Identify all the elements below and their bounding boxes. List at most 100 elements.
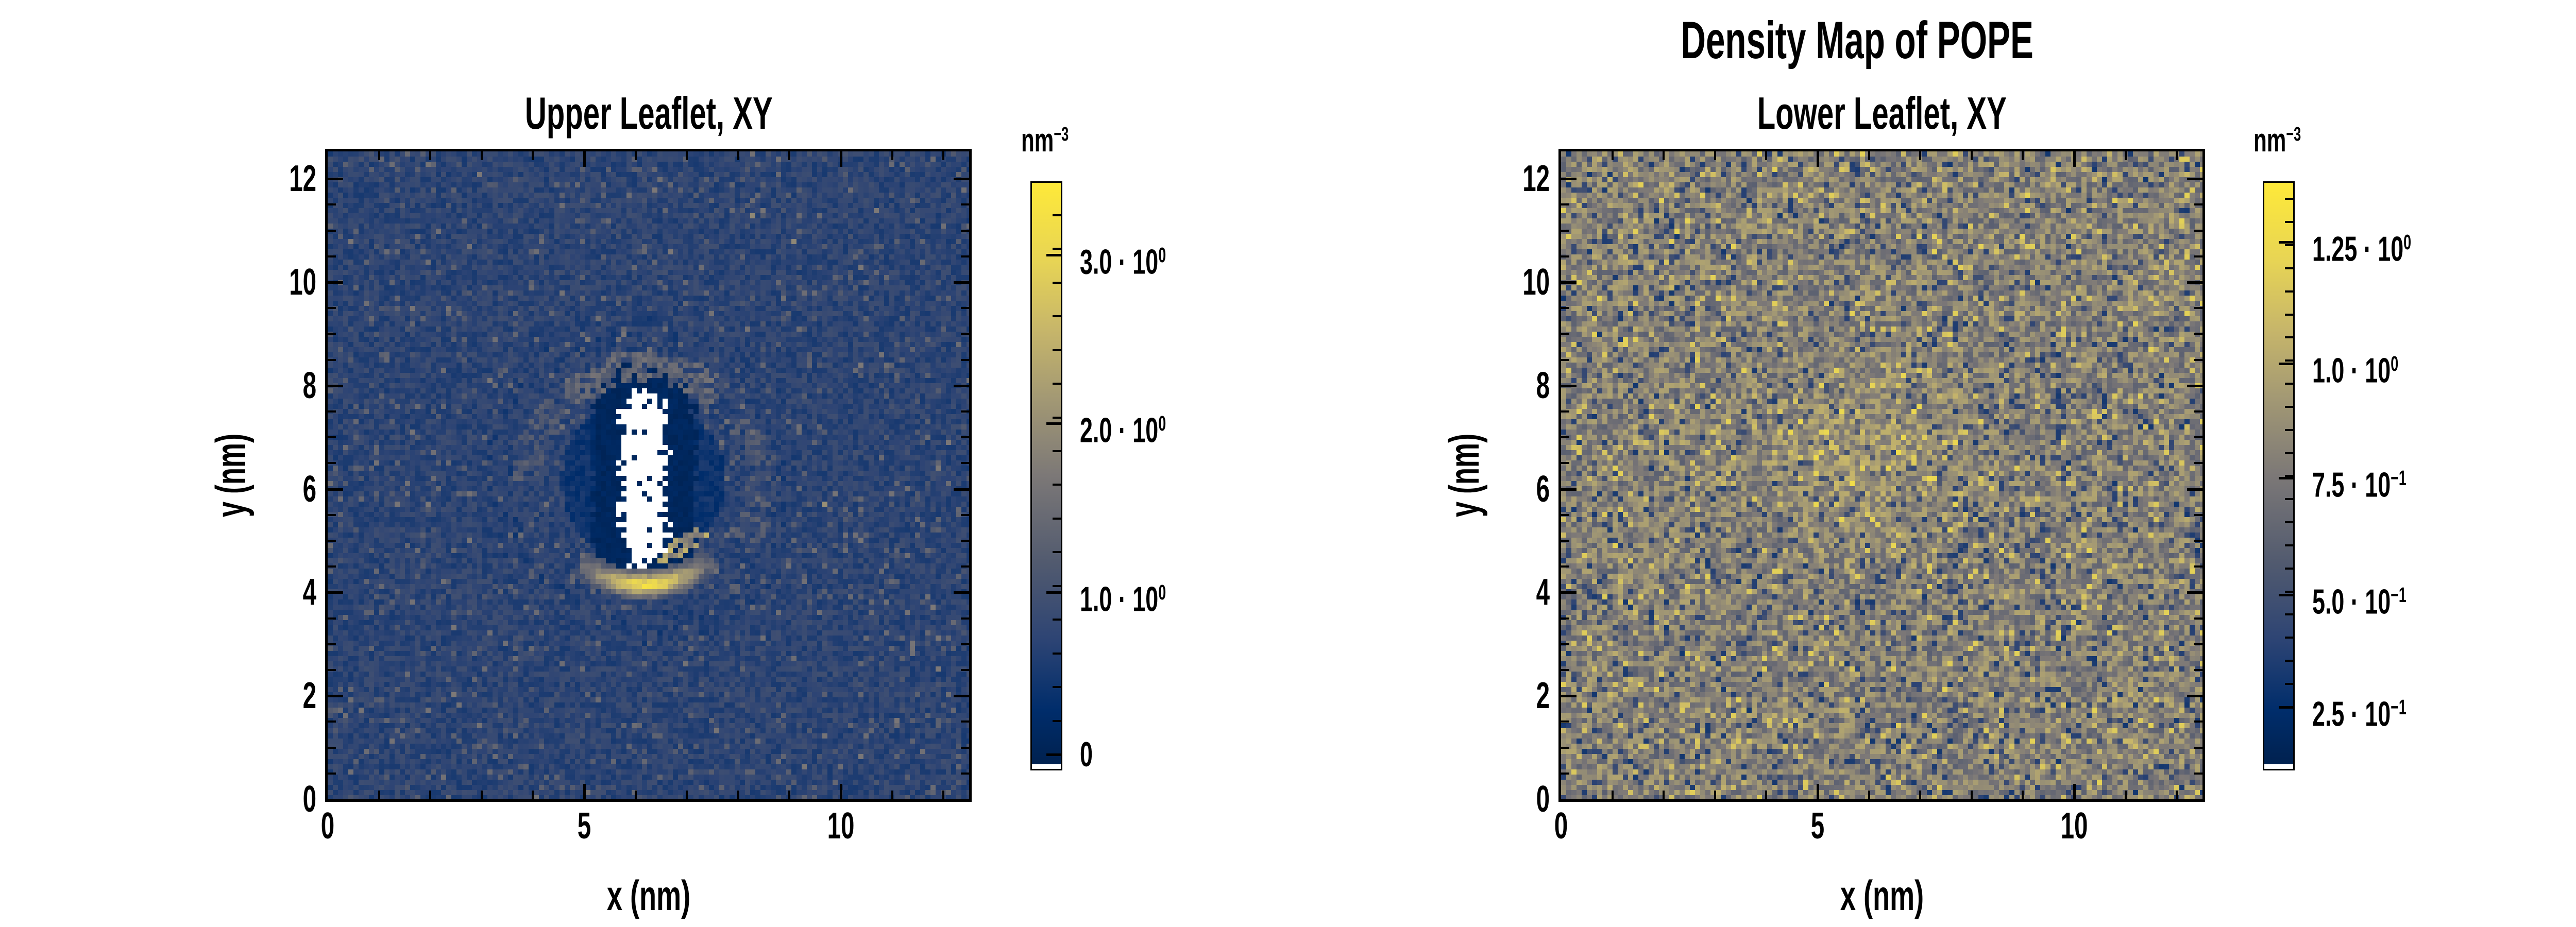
axis-tick <box>328 177 343 180</box>
axis-tick <box>1561 694 1577 697</box>
axis-tick <box>328 333 336 335</box>
axis-tick <box>1561 514 1569 516</box>
axis-tick <box>1053 518 1061 520</box>
axis-tick <box>2194 669 2202 671</box>
axis-tick <box>1561 177 1577 180</box>
axis-tick <box>954 694 969 697</box>
axis-tick <box>1561 359 1569 361</box>
axis-tick <box>2194 230 2202 232</box>
axis-tick <box>1561 462 1569 464</box>
x-tick-label: 0 <box>1554 805 1568 847</box>
y-tick-label: 6 <box>302 468 316 510</box>
figure-title: Density Map of POPE <box>1394 11 2321 69</box>
axis-tick <box>328 359 336 361</box>
colorbar-tick-label: 0 <box>1080 735 1093 774</box>
axis-tick <box>961 747 969 749</box>
axis-tick <box>328 462 336 464</box>
axis-tick <box>328 230 336 232</box>
axis-tick <box>2176 151 2178 160</box>
axis-tick <box>961 230 969 232</box>
axis-tick <box>1046 753 1061 756</box>
axis-tick <box>2176 791 2178 799</box>
axis-tick <box>737 151 739 160</box>
plot-frame <box>1558 149 2205 802</box>
axis-tick <box>2187 591 2202 594</box>
axis-tick <box>1561 617 1569 620</box>
axis-tick <box>961 643 969 645</box>
axis-tick <box>481 151 483 160</box>
axis-tick <box>1561 747 1569 749</box>
axis-tick <box>2194 540 2202 542</box>
axis-tick <box>328 772 336 775</box>
y-tick-label: 4 <box>302 572 316 613</box>
y-tick-label: 10 <box>1522 262 1550 303</box>
axis-tick <box>1053 282 1061 284</box>
colorbar-tick-label: 2.5 · 10−1 <box>2312 694 2406 734</box>
axis-tick <box>1816 784 1819 799</box>
axis-tick <box>328 514 336 516</box>
x-axis-label: x (nm) <box>606 872 691 919</box>
axis-tick <box>1612 151 1614 160</box>
axis-tick <box>2285 498 2293 500</box>
y-tick-label: 12 <box>289 158 316 200</box>
axis-tick <box>686 791 688 799</box>
axis-tick <box>954 591 969 594</box>
y-tick-label: 10 <box>289 262 316 303</box>
axis-tick <box>328 720 336 723</box>
axis-tick <box>2194 359 2202 361</box>
y-tick-label: 0 <box>1536 779 1550 820</box>
axis-tick <box>328 591 343 594</box>
axis-tick <box>328 410 336 413</box>
axis-tick <box>961 203 969 205</box>
colorbar-tick-label: 2.0 · 100 <box>1080 410 1166 450</box>
axis-tick <box>1561 488 1577 491</box>
axis-tick <box>2285 475 2293 477</box>
axis-tick <box>2279 241 2293 244</box>
axis-tick <box>429 791 431 799</box>
plot-frame <box>325 149 972 802</box>
axis-tick <box>942 791 944 799</box>
axis-tick <box>2194 307 2202 309</box>
y-tick-label: 2 <box>1536 675 1550 717</box>
axis-tick <box>1053 585 1061 587</box>
axis-tick <box>2285 359 2293 362</box>
axis-tick <box>1663 791 1665 799</box>
axis-tick <box>1046 422 1061 425</box>
heatmap-lower-leaflet <box>1561 151 2202 799</box>
colorbar-zero-strip <box>2264 764 2293 769</box>
axis-tick <box>961 669 969 671</box>
axis-tick <box>2279 593 2293 596</box>
axis-tick <box>961 720 969 723</box>
axis-tick <box>378 151 380 160</box>
y-tick-label: 4 <box>1536 572 1550 613</box>
axis-tick <box>1561 281 1577 284</box>
axis-tick <box>954 281 969 284</box>
axis-tick <box>583 784 586 799</box>
x-tick-label: 5 <box>577 805 591 847</box>
axis-tick <box>1053 484 1061 486</box>
x-tick-label: 5 <box>1810 805 1825 847</box>
axis-tick <box>839 151 842 167</box>
axis-tick <box>2187 384 2202 387</box>
axis-tick <box>2073 151 2076 167</box>
axis-tick <box>2285 683 2293 685</box>
axis-tick <box>961 436 969 438</box>
axis-tick <box>788 791 790 799</box>
axis-tick <box>2285 521 2293 523</box>
colorbar-unit: nm−3 <box>2253 122 2301 159</box>
axis-tick <box>1561 384 1577 387</box>
x-tick-label: 0 <box>320 805 335 847</box>
axis-tick <box>328 694 343 697</box>
axis-tick <box>2073 784 2076 799</box>
axis-tick <box>686 151 688 160</box>
axis-tick <box>2022 791 2024 799</box>
axis-tick <box>2194 617 2202 620</box>
axis-tick <box>2279 476 2293 479</box>
axis-tick <box>954 488 969 491</box>
axis-tick <box>2285 429 2293 431</box>
axis-tick <box>1971 791 1973 799</box>
axis-tick <box>1053 417 1061 419</box>
y-tick-label: 12 <box>1522 158 1550 200</box>
axis-tick <box>328 669 336 671</box>
axis-tick <box>2285 290 2293 293</box>
